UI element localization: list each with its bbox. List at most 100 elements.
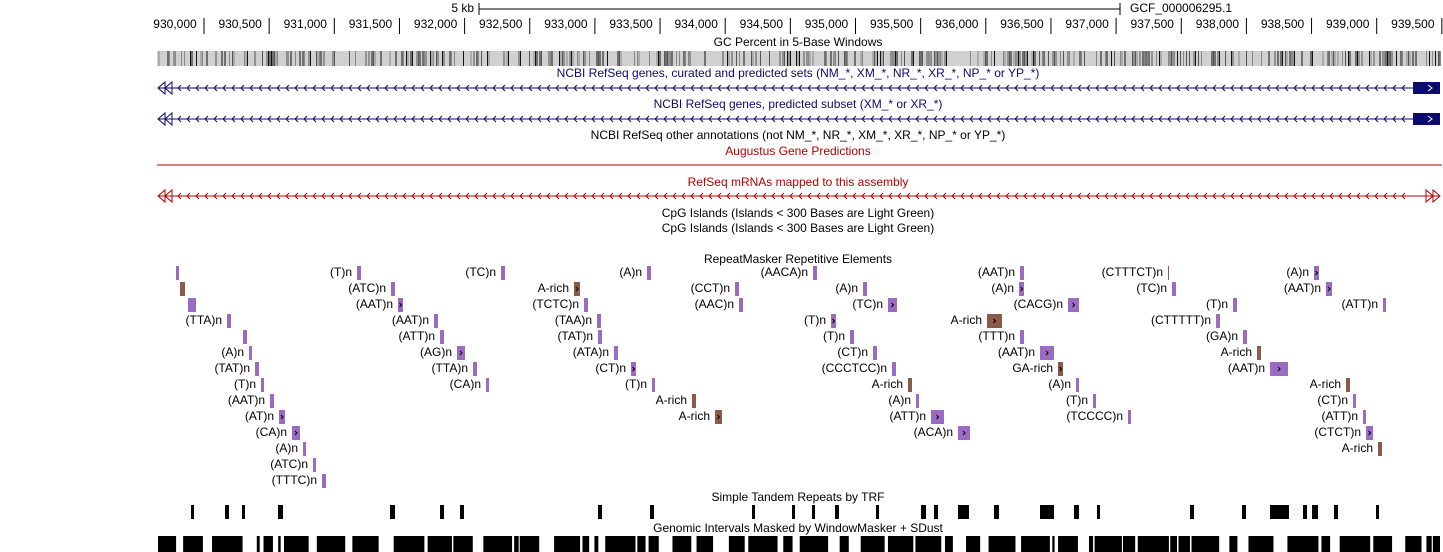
repeat-element[interactable] (1216, 314, 1220, 328)
masked-interval[interactable] (1229, 536, 1238, 552)
masked-interval[interactable] (1321, 536, 1331, 552)
masked-interval[interactable] (783, 536, 793, 552)
masked-interval[interactable] (1089, 536, 1094, 552)
masked-interval[interactable] (1405, 536, 1422, 552)
tandem-repeat[interactable] (1303, 505, 1307, 519)
tandem-repeat[interactable] (792, 505, 795, 519)
repeat-element[interactable] (1314, 266, 1319, 280)
track-title[interactable]: RefSeq mRNAs mapped to this assembly (688, 175, 909, 189)
masked-interval[interactable] (839, 536, 849, 552)
masked-interval[interactable] (393, 536, 425, 552)
exon[interactable] (1413, 82, 1440, 94)
repeat-element[interactable] (1270, 362, 1288, 376)
repeat-element[interactable] (1243, 330, 1247, 344)
repeat-element[interactable] (473, 362, 477, 376)
masked-interval[interactable] (263, 536, 273, 552)
tandem-repeat[interactable] (752, 505, 755, 519)
masked-interval[interactable] (748, 536, 778, 552)
tandem-repeat[interactable] (1334, 505, 1338, 519)
repeat-element[interactable] (1233, 298, 1237, 312)
repeat-element[interactable] (322, 474, 326, 488)
tandem-repeat[interactable] (1270, 505, 1289, 519)
masked-interval[interactable] (799, 536, 829, 552)
tandem-repeat[interactable] (1097, 505, 1100, 519)
masked-interval[interactable] (283, 536, 309, 552)
tandem-repeat[interactable] (191, 505, 194, 519)
tandem-repeat[interactable] (994, 505, 999, 519)
repeat-element[interactable] (1020, 266, 1024, 280)
repeat-element[interactable] (1040, 346, 1054, 360)
masked-interval[interactable] (966, 536, 981, 552)
repeat-element[interactable] (692, 394, 696, 408)
track-title[interactable]: Augustus Gene Predictions (725, 144, 870, 158)
repeat-element[interactable] (1383, 298, 1386, 312)
masked-interval[interactable] (1178, 536, 1190, 552)
repeat-element[interactable] (249, 346, 252, 360)
repeat-element[interactable] (313, 458, 316, 472)
masked-interval[interactable] (696, 536, 714, 552)
repeat-element[interactable] (831, 314, 836, 328)
masked-interval[interactable] (427, 536, 452, 552)
masked-interval[interactable] (1373, 536, 1393, 552)
repeat-element[interactable] (652, 378, 655, 392)
repeat-element[interactable] (501, 266, 505, 280)
masked-interval[interactable] (594, 536, 599, 552)
track-title[interactable]: NCBI RefSeq genes, curated and predicted… (557, 66, 1040, 80)
masked-interval[interactable] (672, 536, 692, 552)
tandem-repeat[interactable] (921, 505, 926, 519)
masked-interval[interactable] (988, 536, 1016, 552)
repeat-element[interactable] (1093, 394, 1096, 408)
masked-interval[interactable] (183, 536, 203, 552)
repeat-element[interactable] (813, 266, 817, 280)
tandem-repeat[interactable] (812, 505, 815, 519)
repeat-element[interactable] (255, 362, 259, 376)
masked-interval[interactable] (483, 536, 513, 552)
masked-interval[interactable] (1021, 536, 1050, 552)
masked-interval[interactable] (637, 536, 646, 552)
tandem-repeat[interactable] (440, 505, 444, 519)
tandem-repeat[interactable] (278, 505, 283, 519)
masked-interval[interactable] (554, 536, 581, 552)
repeat-element[interactable] (916, 394, 919, 408)
repeat-element[interactable] (958, 426, 970, 440)
repeat-element[interactable] (598, 330, 602, 344)
track-title[interactable]: NCBI RefSeq genes, predicted subset (XM_… (654, 97, 943, 111)
masked-interval[interactable] (1432, 536, 1440, 552)
tandem-repeat[interactable] (650, 505, 654, 519)
repeat-element[interactable] (1326, 282, 1332, 296)
tandem-repeat[interactable] (225, 505, 229, 519)
masked-interval[interactable] (519, 536, 540, 552)
tandem-repeat[interactable] (460, 505, 464, 519)
repeat-element[interactable] (739, 298, 743, 312)
repeat-element[interactable] (486, 378, 489, 392)
masked-interval[interactable] (887, 536, 914, 552)
masked-interval[interactable] (944, 536, 953, 552)
repeat-element[interactable] (1363, 410, 1366, 424)
repeat-element[interactable] (863, 282, 867, 296)
repeat-element[interactable] (243, 330, 247, 344)
repeat-element[interactable] (1346, 378, 1350, 392)
masked-interval[interactable] (1248, 536, 1274, 552)
repeat-element[interactable] (176, 266, 179, 280)
repeat-element[interactable] (1366, 426, 1373, 440)
repeat-element[interactable] (1020, 330, 1024, 344)
tandem-repeat[interactable] (835, 505, 839, 519)
masked-interval[interactable] (1339, 536, 1371, 552)
repeat-element[interactable] (1257, 346, 1261, 360)
repeat-element[interactable] (440, 330, 444, 344)
repeat-element[interactable] (292, 426, 300, 440)
masked-interval[interactable] (860, 536, 885, 552)
repeat-element[interactable] (1068, 298, 1079, 312)
tandem-repeat[interactable] (1190, 505, 1194, 519)
masked-interval[interactable] (1094, 536, 1122, 552)
tandem-repeat[interactable] (876, 505, 879, 519)
masked-interval[interactable] (648, 536, 659, 552)
repeat-element[interactable] (574, 282, 580, 296)
masked-interval[interactable] (1122, 536, 1136, 552)
repeat-element[interactable] (715, 410, 722, 424)
masked-interval[interactable] (1191, 536, 1220, 552)
exon[interactable] (1413, 113, 1440, 125)
repeat-element[interactable] (850, 330, 854, 344)
tandem-repeat[interactable] (1074, 505, 1079, 519)
repeat-element[interactable] (908, 378, 912, 392)
